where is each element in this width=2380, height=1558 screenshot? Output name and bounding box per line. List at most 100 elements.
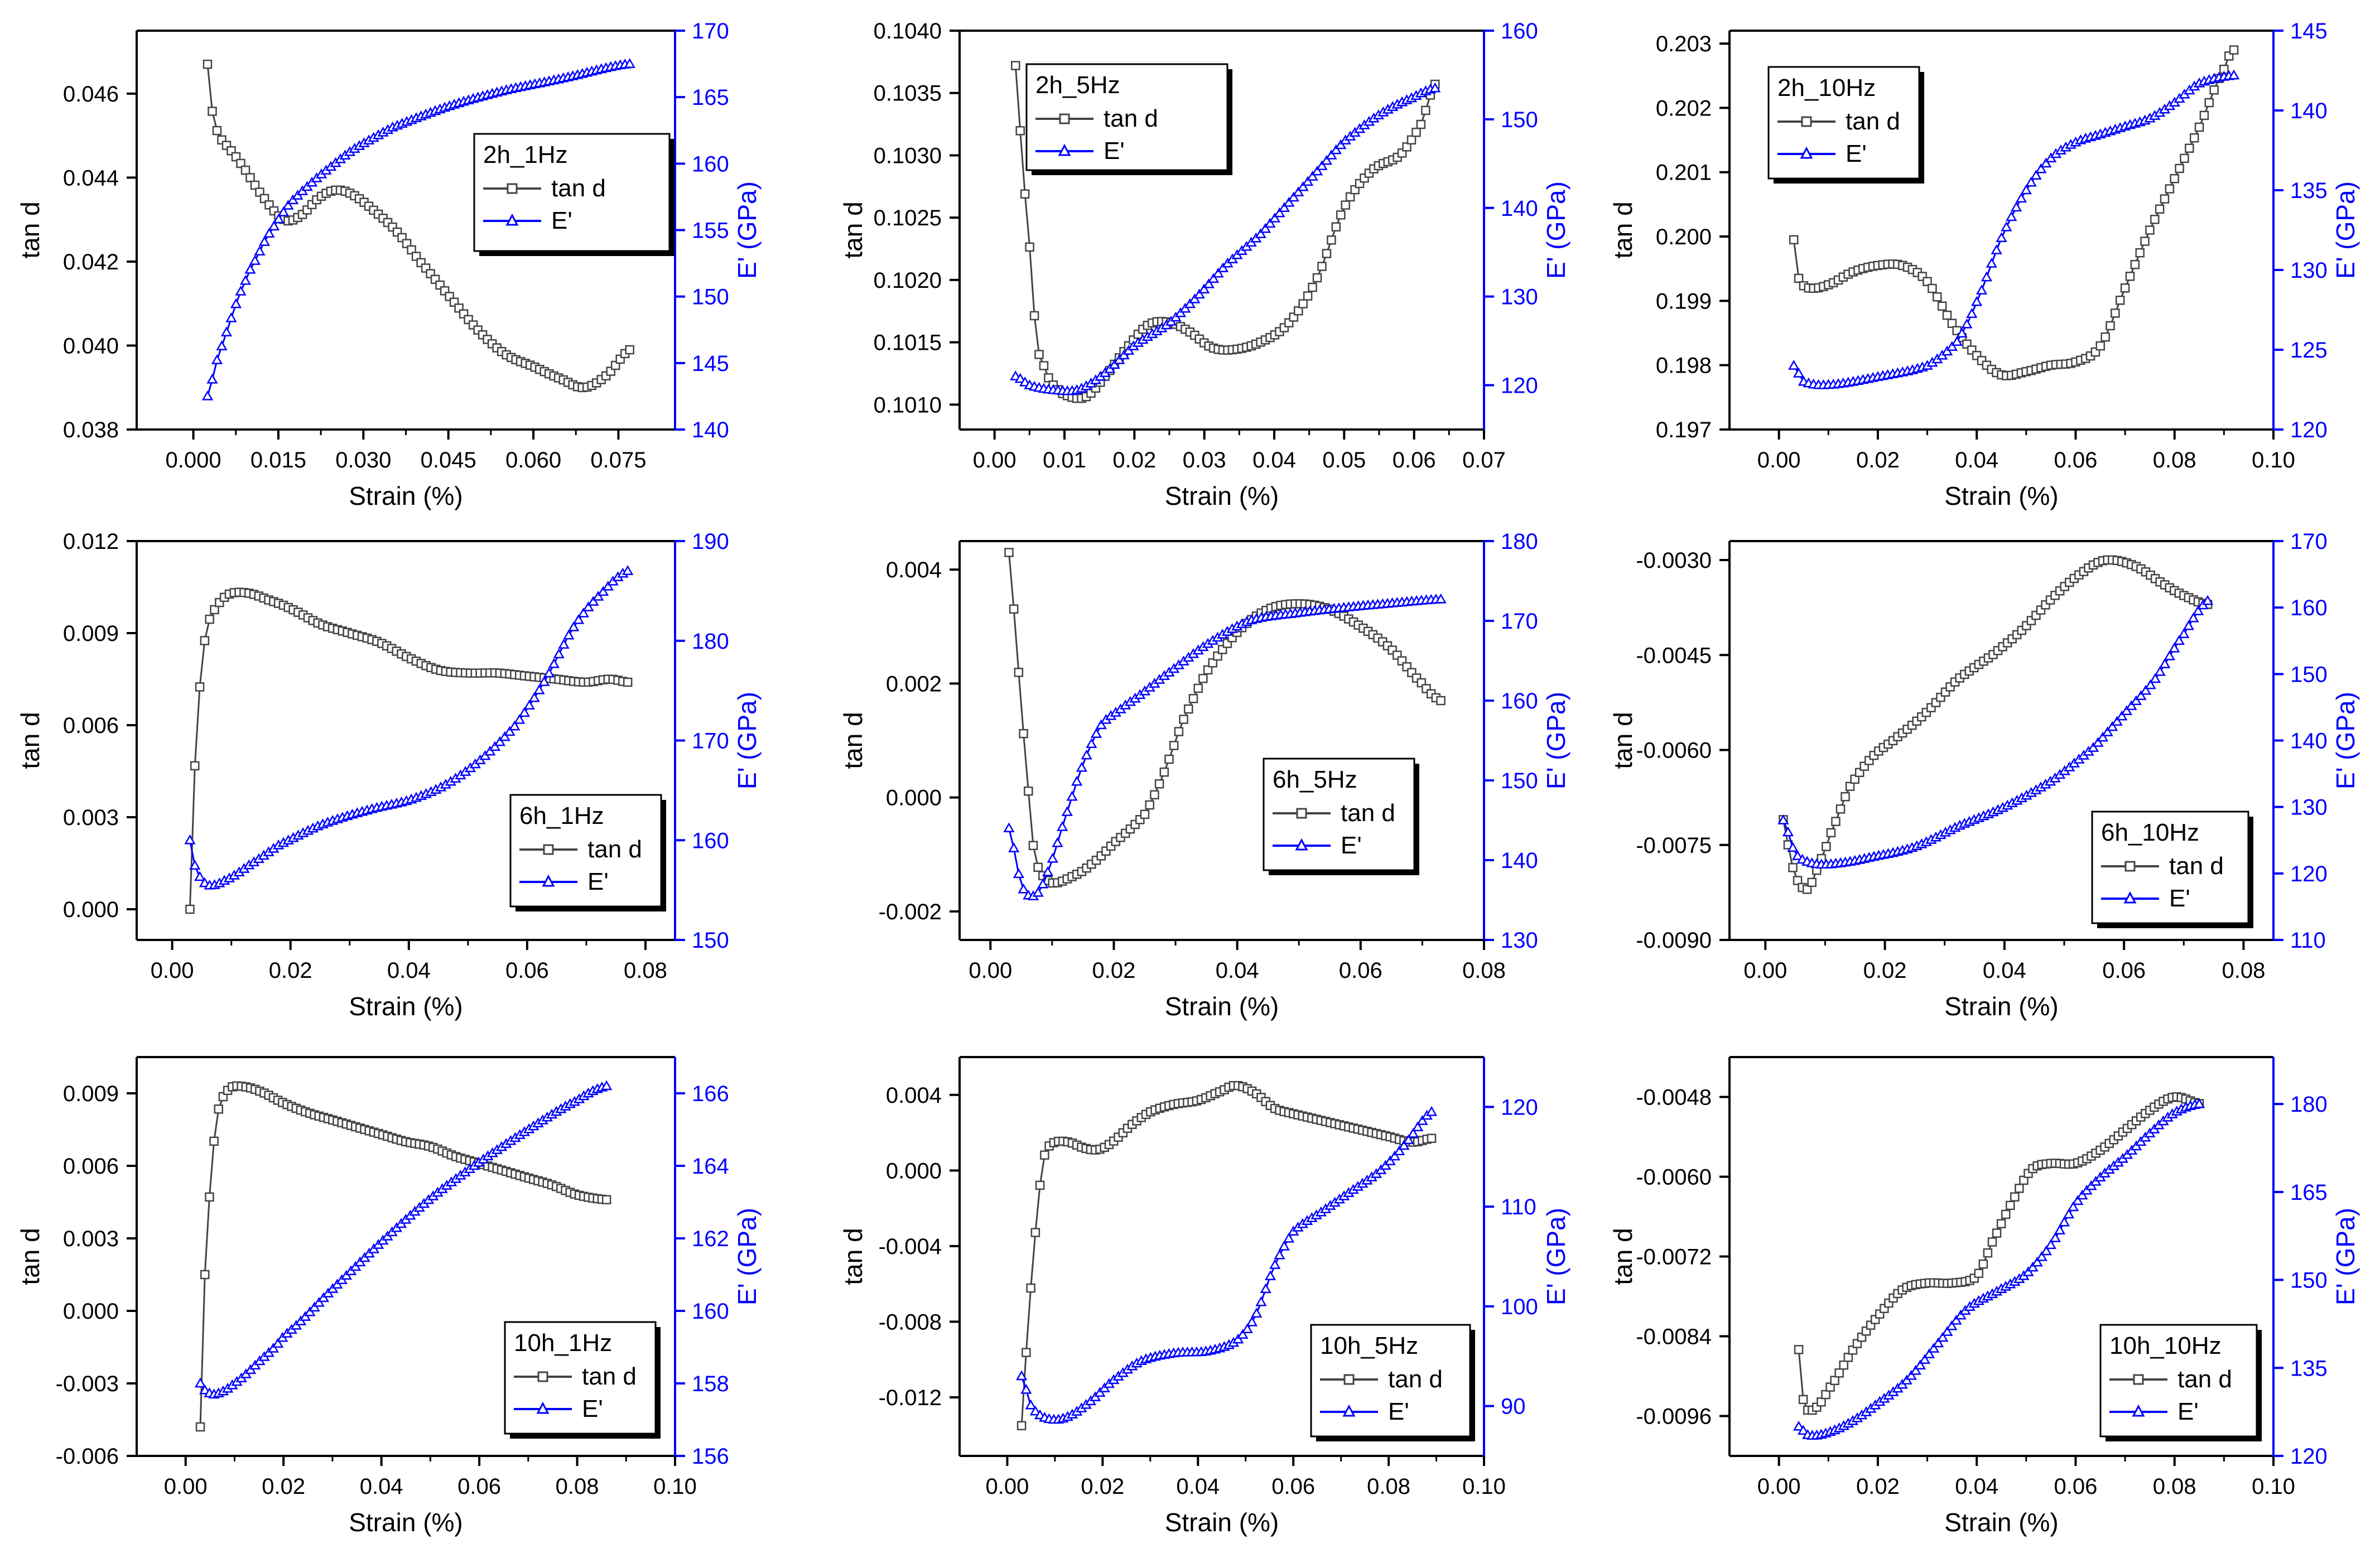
e-prime-marker [1946, 1320, 1958, 1330]
tan-d-marker [1026, 1283, 1035, 1293]
tan-d-marker [1839, 1360, 1849, 1370]
tan-d-marker [236, 158, 245, 168]
x-tick-label: 0.04 [360, 1474, 403, 1499]
e-prime-marker [1184, 298, 1196, 308]
e-prime-marker [2058, 1216, 2070, 1227]
tan-d-marker [2115, 295, 2125, 305]
e-prime-marker [523, 700, 535, 710]
e-prime-marker [504, 726, 515, 736]
y-right-tick-label: 130 [2290, 258, 2328, 283]
tan-d-marker [1030, 1228, 1040, 1237]
y-right-tick-label: 135 [2290, 179, 2328, 203]
tan-d-marker [2165, 184, 2175, 194]
e-prime-marker [499, 731, 510, 741]
x-axis-label: Strain (%) [1165, 1508, 1279, 1537]
tan-d-marker [1159, 767, 1169, 777]
e-prime-marker [1207, 273, 1220, 283]
e-prime-marker [1029, 1405, 1042, 1416]
tan-d-marker [2001, 1209, 2011, 1219]
e-prime-marker [568, 621, 580, 631]
tan-d-marker [1850, 774, 1859, 784]
e-prime-marker [1986, 258, 1997, 268]
e-prime-marker [1901, 1374, 1912, 1385]
e-prime-marker [587, 596, 599, 606]
tan-d-marker [1150, 790, 1159, 800]
e-prime-marker [235, 286, 247, 296]
y-right-tick-label: 150 [1501, 108, 1538, 132]
y-left-tick-label: 0.040 [63, 334, 119, 358]
chart-panel-2h_1hz: 0.000 0.015 0.030 0.045 0.060 0.075 0.038 0.040… [16, 19, 762, 510]
e-prime-marker [514, 713, 526, 724]
e-prime-marker [206, 373, 218, 384]
e-prime-marker [1237, 1329, 1249, 1339]
y-left-axis-label: tan d [16, 1228, 45, 1285]
y-right-tick-label: 150 [2290, 1268, 2328, 1293]
e-prime-marker [1052, 837, 1063, 847]
tan-d-marker [1039, 361, 1049, 370]
chart-panel-10h_10hz: 0.00 0.02 0.04 0.06 0.08 0.10 -0.0096 -0.0084 -0… [1608, 1056, 2360, 1537]
e-prime-marker [1037, 878, 1049, 889]
e-prime-marker [216, 340, 228, 350]
e-prime-marker [602, 580, 614, 591]
tan-d-marker [1788, 863, 1798, 872]
x-tick-label: 0.01 [1043, 448, 1086, 472]
tan-d-marker [1835, 804, 1846, 814]
tan-d-marker [1822, 842, 1831, 851]
y-right-tick-label: 145 [692, 351, 729, 376]
tan-d-marker [1802, 885, 1812, 894]
e-prime-marker [1066, 790, 1078, 801]
y-right-tick-label: 170 [2290, 529, 2328, 554]
e-prime-marker [258, 236, 271, 246]
legend-swatch-marker [1296, 808, 1307, 819]
legend-swatch-marker [1058, 143, 1071, 156]
e-prime-marker [1793, 368, 1805, 378]
x-tick-label: 0.08 [624, 958, 667, 983]
chart-panel-2h_10hz: 0.00 0.02 0.04 0.06 0.08 0.10 0.197 0.198 0.199 0… [1608, 19, 2360, 510]
e-prime-marker [2087, 742, 2099, 752]
y-left-tick-label: 0.006 [63, 1154, 119, 1179]
tan-d-marker [208, 107, 217, 116]
y-right-tick-label: 140 [1501, 848, 1538, 873]
y-right-tick-label: 140 [2290, 99, 2328, 123]
y-right-tick-label: 160 [692, 152, 729, 176]
tan-d-marker [1312, 273, 1322, 283]
x-axis-label: Strain (%) [349, 481, 462, 510]
x-tick-label: 0.030 [335, 448, 391, 472]
e-prime-marker [1278, 202, 1290, 213]
e-prime-marker [239, 274, 252, 285]
e-prime-marker [1919, 1354, 1931, 1364]
x-tick-label: 0.04 [1176, 1474, 1220, 1499]
y-left-tick-label: 0.1010 [874, 393, 942, 417]
tan-d-marker [1188, 694, 1198, 703]
tan-d-marker [1336, 210, 1346, 220]
y-right-tick-label: 120 [2290, 418, 2328, 442]
legend-title: 10h_5Hz [1320, 1332, 1418, 1359]
e-prime-marker [1003, 822, 1015, 833]
tan-d-marker [1019, 729, 1028, 739]
y-right-tick-label: 160 [692, 1299, 729, 1324]
x-tick-label: 0.00 [969, 958, 1012, 983]
x-tick-label: 0.045 [421, 448, 476, 472]
e-prime-marker [1389, 1150, 1401, 1161]
tan-d-marker [195, 682, 205, 692]
y-left-tick-label: -0.012 [879, 1386, 942, 1410]
tan-d-marker [2189, 133, 2199, 143]
e-prime-marker [2092, 737, 2104, 747]
x-axis-label: Strain (%) [1944, 481, 2058, 510]
legend-title: 2h_1Hz [483, 141, 568, 168]
e-prime-marker [1950, 1314, 1962, 1325]
tan-d-marker [1817, 1397, 1826, 1407]
legend-swatch-marker [2124, 861, 2136, 872]
x-tick-label: 0.00 [973, 448, 1016, 472]
e-prime-marker [282, 199, 294, 210]
e-prime-marker [1095, 719, 1107, 730]
y-right-tick-label: 160 [2290, 596, 2328, 620]
y-right-axis-label: E' (GPa) [733, 1208, 762, 1305]
e-prime-marker [1793, 1420, 1805, 1431]
e-prime-marker [1061, 806, 1073, 816]
chart-panel-6h_5hz: 0.00 0.02 0.04 0.06 0.08 -0.002 0.000 0.002 0.00… [839, 529, 1570, 1021]
y-left-tick-label: -0.0084 [1636, 1325, 1712, 1349]
x-tick-label: 0.08 [2222, 958, 2265, 983]
y-left-tick-label: 0.002 [886, 672, 942, 696]
e-prime-marker [1394, 1145, 1405, 1156]
